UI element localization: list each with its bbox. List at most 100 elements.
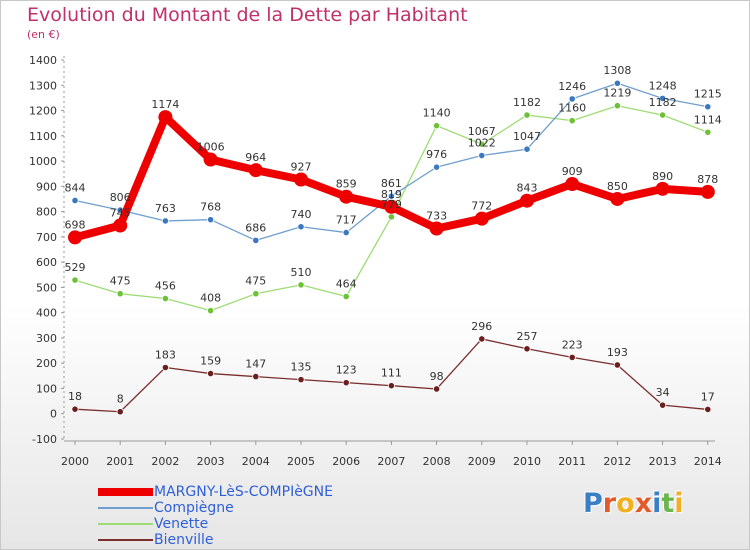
data-label: 8 <box>117 393 124 406</box>
x-tick-label: 2009 <box>468 455 496 468</box>
data-label: 844 <box>65 181 86 194</box>
y-tick-label: 700 <box>36 231 57 244</box>
x-tick-label: 2001 <box>106 455 134 468</box>
data-label: 1215 <box>694 88 722 101</box>
data-point <box>387 213 395 221</box>
data-label: 843 <box>517 182 538 195</box>
logo-letter: i <box>674 488 684 519</box>
data-label: 779 <box>381 198 402 211</box>
x-tick-label: 2006 <box>332 455 360 468</box>
data-point <box>655 181 670 196</box>
data-point <box>252 290 260 298</box>
proxiti-logo: Proxiti <box>583 488 684 519</box>
data-label: 878 <box>697 173 718 186</box>
logo-letter: o <box>616 488 635 519</box>
legend-swatch <box>98 539 153 541</box>
data-label: 456 <box>155 280 176 293</box>
data-point <box>71 405 79 413</box>
data-label: 763 <box>155 202 176 215</box>
data-label: 34 <box>656 386 670 399</box>
data-label: 745 <box>110 206 131 219</box>
data-point <box>384 199 399 214</box>
y-tick-label: 300 <box>36 332 57 345</box>
x-tick-label: 2003 <box>197 455 225 468</box>
y-tick-label: -100 <box>32 433 57 446</box>
data-point <box>565 177 580 192</box>
data-label: 772 <box>471 200 492 213</box>
logo-letter: x <box>634 488 653 519</box>
data-label: 147 <box>245 358 266 371</box>
data-point <box>474 211 489 226</box>
data-point <box>523 111 531 119</box>
data-label: 698 <box>65 218 86 231</box>
x-tick-label: 2005 <box>287 455 315 468</box>
data-label: 475 <box>245 275 266 288</box>
data-point <box>432 163 441 171</box>
data-label: 976 <box>426 148 447 161</box>
x-tick-label: 2004 <box>242 455 270 468</box>
data-point <box>342 379 350 387</box>
data-label: 1047 <box>513 130 541 143</box>
y-tick-label: 0 <box>50 408 57 421</box>
data-point <box>161 294 169 303</box>
legend-label: Bienville <box>154 532 214 548</box>
data-label: 1219 <box>603 87 631 100</box>
y-tick-label: 1000 <box>29 155 57 168</box>
data-point <box>161 363 169 372</box>
data-label: 1140 <box>423 107 451 120</box>
data-label: 17 <box>701 390 715 403</box>
data-point <box>161 217 169 225</box>
data-point <box>613 361 622 369</box>
data-label: 1174 <box>151 98 179 111</box>
data-point <box>478 140 486 148</box>
data-label: 1114 <box>694 113 722 126</box>
data-label: 464 <box>336 277 357 290</box>
data-point <box>342 228 350 237</box>
data-point <box>68 230 82 245</box>
logo-letter: r <box>602 488 617 519</box>
data-point <box>158 110 173 125</box>
data-label: 510 <box>291 266 312 279</box>
data-label: 408 <box>200 292 221 305</box>
y-tick-label: 200 <box>36 357 57 370</box>
y-tick-label: 600 <box>36 256 57 269</box>
data-label: 193 <box>607 346 628 359</box>
data-label: 475 <box>110 275 131 288</box>
data-label: 890 <box>652 170 673 183</box>
data-point <box>207 216 215 224</box>
data-point <box>432 385 441 393</box>
data-label: 1308 <box>603 64 631 77</box>
x-tick-label: 2002 <box>151 455 179 468</box>
data-point <box>207 369 215 378</box>
x-tick-label: 2007 <box>377 455 405 468</box>
data-label: 717 <box>336 214 357 227</box>
y-tick-label: 1400 <box>29 54 57 67</box>
data-point <box>704 405 712 414</box>
data-label: 740 <box>291 208 312 221</box>
data-point <box>520 193 534 208</box>
data-label: 909 <box>562 165 583 178</box>
legend-swatch <box>98 523 153 525</box>
legend-swatch <box>98 507 153 509</box>
y-tick-label: 1100 <box>29 130 57 143</box>
x-tick-label: 2012 <box>603 455 631 468</box>
chart-subtitle: (en €) <box>27 28 60 41</box>
data-point <box>704 103 712 111</box>
y-tick-label: 500 <box>36 281 57 294</box>
data-label: 733 <box>426 210 447 223</box>
x-tick-label: 2011 <box>558 455 586 468</box>
data-label: 1160 <box>558 102 586 115</box>
data-point <box>248 163 263 178</box>
data-label: 1182 <box>513 96 541 109</box>
data-label: 296 <box>471 320 492 333</box>
data-label: 98 <box>430 370 444 383</box>
data-point <box>568 353 576 361</box>
legend-label: Compiègne <box>154 500 234 516</box>
chart-title: Evolution du Montant de la Dette par Hab… <box>27 4 468 26</box>
data-point <box>297 223 305 231</box>
data-label: 964 <box>245 151 266 164</box>
legend-label: MARGNY-LèS-COMPIèGNE <box>154 484 333 500</box>
data-point <box>610 191 625 206</box>
